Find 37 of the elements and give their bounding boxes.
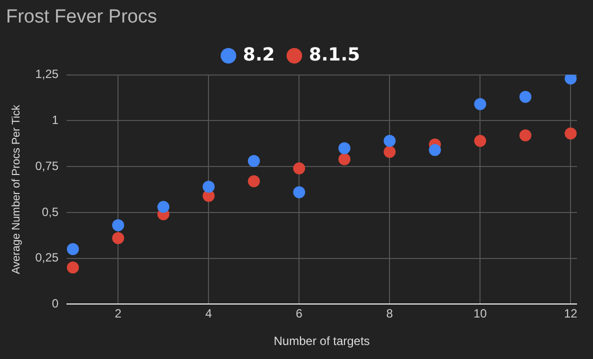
chart-title: Frost Fever Procs [6, 6, 157, 28]
point [338, 153, 350, 166]
point [66, 261, 79, 274]
y-tick-label: 0,25 [35, 250, 59, 265]
point [519, 129, 532, 142]
legend-label: 8.1.5 [308, 44, 360, 66]
x-tick-label: 10 [473, 306, 488, 321]
point [474, 98, 486, 110]
y-tick-label: 0,5 [42, 204, 59, 219]
x-tick-label: 2 [114, 306, 122, 321]
point [384, 146, 396, 158]
x-axis-title: Number of targets [274, 334, 370, 348]
point [564, 128, 577, 140]
y-axis-title: Average Number of Procs Per Tick [10, 104, 23, 274]
point [66, 243, 79, 256]
y-tick-label: 1,25 [35, 67, 59, 82]
x-tick-label: 4 [205, 306, 212, 321]
x-tick-label: 12 [564, 306, 578, 321]
point [112, 232, 124, 244]
point [474, 134, 486, 147]
legend-label: 8.2 [242, 44, 275, 66]
point [112, 219, 124, 232]
point [293, 186, 306, 198]
x-tick-label: 8 [386, 306, 394, 321]
point [384, 134, 396, 147]
point [519, 90, 532, 103]
point [157, 200, 170, 213]
point [202, 180, 215, 193]
point [338, 142, 350, 154]
point [248, 155, 260, 168]
point [293, 162, 306, 174]
x-tick-label: 6 [296, 306, 303, 321]
y-tick-label: 1 [52, 112, 59, 127]
y-tick-label: 0,75 [35, 158, 59, 173]
point [248, 175, 260, 188]
point [428, 144, 441, 156]
y-tick-label: 0 [52, 296, 59, 311]
